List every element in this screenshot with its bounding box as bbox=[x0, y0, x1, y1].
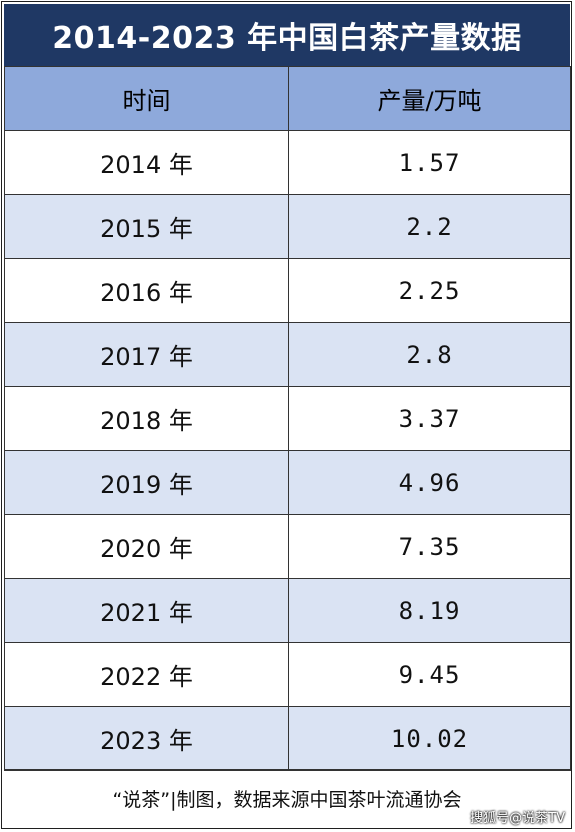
cell-output-value: 4.96 bbox=[288, 450, 571, 515]
cell-output-value: 2.25 bbox=[288, 258, 571, 323]
cell-year: 2016 年 bbox=[4, 258, 289, 323]
cell-output-value: 7.35 bbox=[288, 514, 571, 579]
table-row: 2023 年 10.02 bbox=[4, 706, 571, 771]
table-row: 2022 年 9.45 bbox=[4, 642, 571, 707]
table-row: 2018 年 3.37 bbox=[4, 386, 571, 451]
cell-output-value: 3.37 bbox=[288, 386, 571, 451]
table-row: 2014 年 1.57 bbox=[4, 130, 571, 195]
cell-year: 2023 年 bbox=[4, 706, 289, 771]
cell-year: 2018 年 bbox=[4, 386, 289, 451]
source-note: “说茶”|制图，数据来源中国茶叶流通协会 bbox=[4, 769, 570, 826]
table-row: 2020 年 7.35 bbox=[4, 514, 571, 579]
table-row: 2015 年 2.2 bbox=[4, 194, 571, 259]
cell-year: 2019 年 bbox=[4, 450, 289, 515]
cell-output-value: 2.8 bbox=[288, 322, 571, 387]
watermark-text: 搜狐号@说茶TV bbox=[470, 811, 565, 826]
header-row: 时间 产量/万吨 bbox=[4, 66, 571, 131]
column-header-output: 产量/万吨 bbox=[288, 66, 571, 131]
column-header-time: 时间 bbox=[4, 66, 289, 131]
cell-year: 2015 年 bbox=[4, 194, 289, 259]
cell-year: 2017 年 bbox=[4, 322, 289, 387]
table-row: 2019 年 4.96 bbox=[4, 450, 571, 515]
cell-output-value: 10.02 bbox=[288, 706, 571, 771]
cell-year: 2021 年 bbox=[4, 578, 289, 643]
cell-output-value: 1.57 bbox=[288, 130, 571, 195]
cell-output-value: 8.19 bbox=[288, 578, 571, 643]
cell-year: 2022 年 bbox=[4, 642, 289, 707]
table-row: 2021 年 8.19 bbox=[4, 578, 571, 643]
table-row: 2016 年 2.25 bbox=[4, 258, 571, 323]
cell-year: 2014 年 bbox=[4, 130, 289, 195]
production-table: 时间 产量/万吨 2014 年 1.57 2015 年 2.2 2016 年 2.25 20… bbox=[4, 66, 571, 771]
cell-year: 2020 年 bbox=[4, 514, 289, 579]
cell-output-value: 9.45 bbox=[288, 642, 571, 707]
table-row: 2017 年 2.8 bbox=[4, 322, 571, 387]
table-title: 2014-2023 年中国白茶产量数据 bbox=[4, 4, 570, 66]
cell-output-value: 2.2 bbox=[288, 194, 571, 259]
